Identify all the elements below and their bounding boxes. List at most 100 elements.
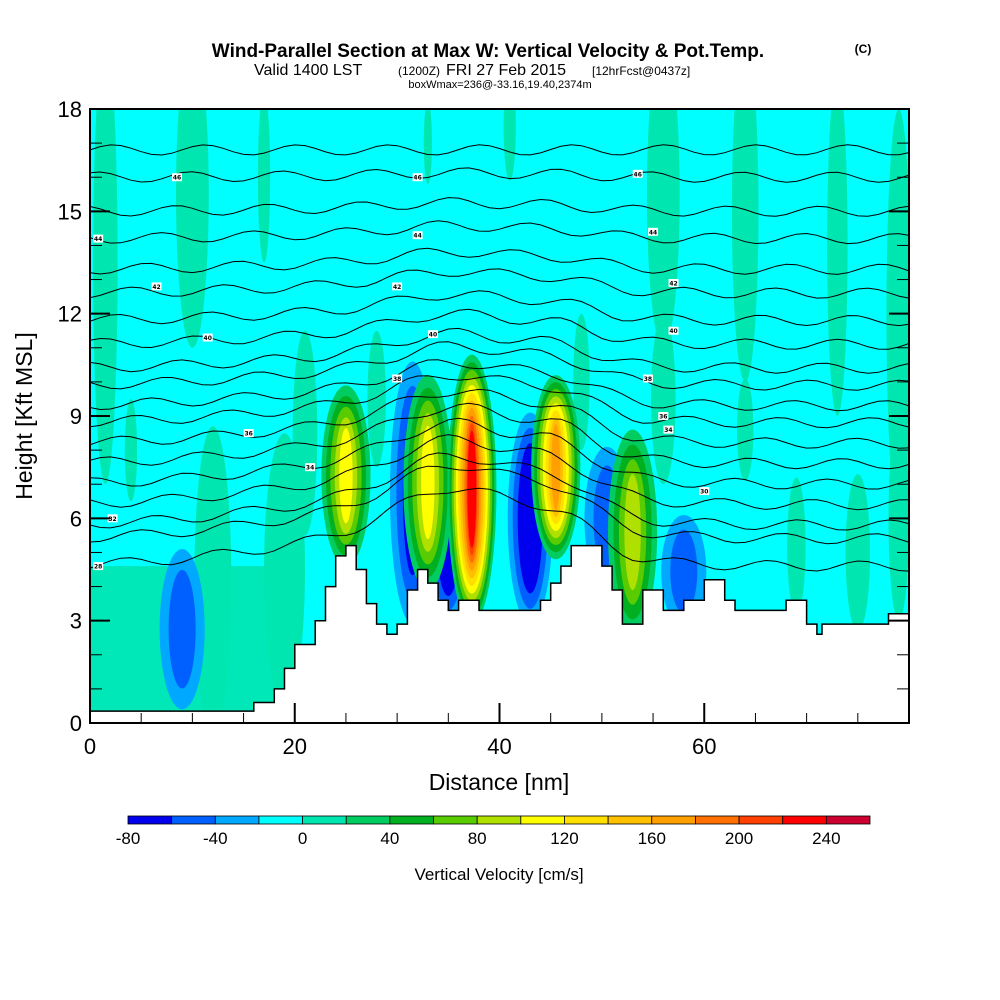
contour-label-bg xyxy=(93,234,104,243)
contour-label-bg xyxy=(663,425,674,434)
contour-label-text: 42 xyxy=(669,280,677,287)
updraft-cell-level xyxy=(339,428,353,524)
theta-contour-label: 42 xyxy=(668,278,679,287)
theta-contour-line xyxy=(90,327,909,374)
theta-contour-line xyxy=(90,290,909,327)
colorbar-label: Vertical Velocity [cm/s] xyxy=(414,865,583,884)
theta-contour-label: 40 xyxy=(202,333,213,342)
subtitle-date: FRI 27 Feb 2015 xyxy=(446,62,566,79)
theta-contours xyxy=(90,144,909,572)
colorbar-tick-label: 40 xyxy=(380,829,399,848)
colorbar-swatch xyxy=(171,815,216,825)
downdraft-cell-level xyxy=(168,569,196,689)
theta-contour-line xyxy=(90,417,909,490)
colorbar-swatch xyxy=(302,815,347,825)
updraft-patch xyxy=(423,109,432,185)
plot-area: 46 46 46 44 44 44 42 42 42 40 40 40 38 38 36 36 34 34 32 30… xyxy=(90,109,909,723)
updraft-patch xyxy=(731,109,759,382)
contour-label-bg xyxy=(107,514,118,523)
colorbar-swatch xyxy=(214,815,260,825)
contour-label-text: 38 xyxy=(644,376,652,383)
theta-contour-label: 42 xyxy=(151,282,162,291)
colorbar-swatch xyxy=(695,815,740,825)
theta-contour-label: 46 xyxy=(172,173,183,182)
colorbar-ticks: -80 -40 0 40 80 120 160 200 240 xyxy=(116,829,841,848)
theta-contour-label: 46 xyxy=(412,173,423,182)
theta-contour-line xyxy=(90,452,909,531)
contour-label-bg xyxy=(668,326,679,335)
theta-contour-line xyxy=(90,220,909,245)
updraft-patch xyxy=(175,109,209,348)
contour-label-bg xyxy=(93,562,104,571)
contour-label-bg xyxy=(202,333,213,342)
y-tick-label: 18 xyxy=(58,97,82,122)
updraft-patch xyxy=(124,398,138,502)
updraft-patch xyxy=(827,109,848,416)
theta-contour-label: 44 xyxy=(648,227,659,236)
colorbar-tick-label: 120 xyxy=(550,829,578,848)
updraft-patch xyxy=(651,313,676,485)
theta-contour-label: 32 xyxy=(107,514,118,523)
contour-label-text: 34 xyxy=(664,427,672,434)
terrain xyxy=(90,544,909,723)
colorbar-swatch xyxy=(607,815,653,825)
colorbar-swatch xyxy=(520,815,565,825)
contour-label-text: 42 xyxy=(152,284,160,291)
contour-label-text: 46 xyxy=(173,175,181,182)
theta-contour-label: 38 xyxy=(392,374,403,383)
updraft-patch xyxy=(646,109,680,348)
colorbar-tick-label: 0 xyxy=(298,829,307,848)
colorbar-swatch xyxy=(564,815,609,825)
colorbar-swatch xyxy=(825,815,871,825)
colorbar-swatch xyxy=(258,815,303,825)
theta-contour-label: 36 xyxy=(658,412,669,421)
contour-label-bg xyxy=(412,231,423,240)
contour-label-bg xyxy=(658,412,669,420)
colorbar-tick-label: 160 xyxy=(638,829,666,848)
theta-contour-label: 34 xyxy=(663,425,674,434)
contour-label-text: 38 xyxy=(393,376,401,383)
updraft-patch xyxy=(367,330,386,468)
theta-contour-label: 38 xyxy=(642,374,653,383)
theta-contour-line xyxy=(90,268,909,299)
theta-contour-line xyxy=(90,402,909,470)
theta-contour-line xyxy=(90,487,909,572)
contour-label-text: 40 xyxy=(204,335,212,342)
colorbar xyxy=(127,815,871,825)
theta-contour-label: 44 xyxy=(412,231,423,240)
contour-label-text: 36 xyxy=(245,431,253,438)
x-axis-label: Distance [nm] xyxy=(429,769,570,795)
contour-label-bg xyxy=(392,282,403,291)
colorbar-tick-label: -80 xyxy=(116,829,141,848)
contour-label-bg xyxy=(427,330,438,339)
updraft-patch xyxy=(573,313,590,451)
colorbar-swatch xyxy=(389,815,434,825)
theta-contour-line xyxy=(90,375,909,429)
contour-label-text: 46 xyxy=(634,171,642,178)
theta-contour-label: 40 xyxy=(427,330,438,339)
updraft-patch xyxy=(787,477,806,614)
theta-contour-line xyxy=(90,144,909,156)
x-tick-label: 60 xyxy=(692,734,716,759)
theta-contour-label: 42 xyxy=(392,282,403,291)
colorbar-swatch xyxy=(782,815,827,825)
colorbar-swatch xyxy=(433,815,478,825)
contour-label-text: 44 xyxy=(413,233,421,240)
contour-label-text: 44 xyxy=(649,229,657,236)
theta-contour-line xyxy=(90,247,909,275)
y-tick-label: 12 xyxy=(58,302,82,327)
x-tick-label: 20 xyxy=(283,734,307,759)
contour-label-bg xyxy=(151,282,162,291)
subtitle-forecast: [12hrFcst@0437z] xyxy=(592,64,690,78)
contour-label-text: 34 xyxy=(306,465,314,472)
colorbar-swatch xyxy=(738,815,784,825)
contour-label-bg xyxy=(243,429,254,438)
theta-contour-line xyxy=(90,388,909,449)
y-tick-label: 9 xyxy=(70,404,82,429)
colorbar-tick-label: 200 xyxy=(725,829,753,848)
x-tick-label: 40 xyxy=(487,734,511,759)
subtitle-valid: Valid 1400 LST xyxy=(254,62,362,79)
contour-label-bg xyxy=(412,173,423,182)
y-tick-label: 15 xyxy=(58,199,82,224)
